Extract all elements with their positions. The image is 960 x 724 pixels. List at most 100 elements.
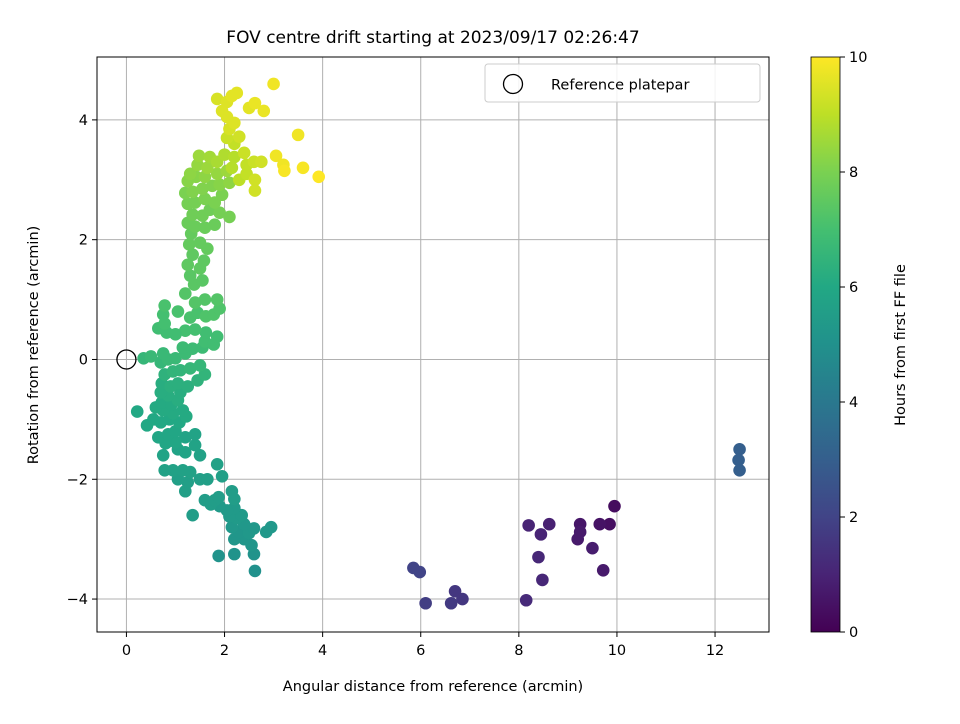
scatter-points — [130, 77, 746, 610]
scatter-point — [212, 490, 225, 504]
scatter-point — [225, 161, 239, 175]
scatter-point — [223, 176, 236, 190]
scatter-point — [248, 184, 262, 197]
legend-marker-reference — [502, 73, 524, 95]
colorbar-label: Hours from first FF file — [893, 264, 909, 426]
colorbar-tick-label: 4 — [849, 395, 858, 411]
plot-frame — [96, 56, 770, 633]
scatter-point — [419, 596, 432, 610]
scatter-point — [196, 182, 209, 196]
scatter-point — [171, 377, 185, 390]
colorbar-tick-label: 10 — [849, 50, 867, 66]
scatter-point — [201, 161, 214, 175]
y-tick-label: 4 — [79, 113, 88, 129]
scatter-point — [603, 517, 616, 531]
scatter-point — [198, 221, 212, 235]
y-tick-label: −2 — [67, 472, 88, 488]
x-tick-label: 10 — [608, 643, 626, 659]
x-axis-label: Angular distance from reference (arcmin) — [283, 679, 583, 695]
scatter-point — [278, 164, 291, 178]
scatter-point — [158, 463, 171, 477]
scatter-point — [312, 170, 326, 184]
y-axis-label: Rotation from reference (arcmin) — [26, 226, 42, 465]
scatter-point — [176, 341, 190, 354]
scatter-point — [198, 493, 212, 507]
scatter-point — [608, 499, 621, 513]
scatter-point — [248, 173, 262, 187]
scatter-point — [733, 443, 746, 456]
scatter-point — [228, 150, 241, 164]
scatter-point — [188, 196, 202, 209]
scatter-point — [536, 573, 549, 587]
scatter-point — [210, 92, 224, 106]
y-tick-label: −4 — [67, 592, 88, 608]
scatter-point — [444, 596, 458, 610]
scatter-point — [213, 178, 226, 191]
scatter-point — [192, 149, 206, 163]
x-tick-label: 4 — [318, 643, 327, 659]
scatter-point — [193, 359, 207, 372]
scatter-point — [213, 206, 226, 220]
x-tick-label: 0 — [122, 643, 131, 659]
scatter-point — [248, 96, 262, 110]
scatter-point — [158, 299, 171, 312]
scatter-point — [183, 167, 197, 181]
scatter-point — [183, 362, 197, 375]
scatter-point — [522, 519, 535, 532]
colorbar-tick-label: 0 — [849, 625, 858, 641]
scatter-point — [257, 104, 271, 118]
scatter-point — [407, 561, 420, 575]
colorbar-tick-label: 6 — [849, 280, 858, 296]
scatter-point — [186, 508, 199, 522]
reference-marker — [116, 349, 137, 370]
x-axis-ticks: 0 2 4 6 8 10 12 — [122, 632, 724, 659]
scatter-point — [182, 238, 196, 251]
y-tick-label: 2 — [79, 233, 88, 249]
scatter-point — [178, 324, 192, 338]
scatter-point — [586, 541, 599, 555]
scatter-point — [144, 350, 158, 363]
scatter-point — [225, 484, 239, 498]
scatter-point — [198, 192, 212, 206]
x-tick-label: 2 — [220, 643, 229, 659]
scatter-point — [269, 149, 283, 163]
scatter-point — [193, 449, 207, 462]
colorbar: 0 2 4 6 8 10 Hours from first FF file — [810, 50, 909, 641]
scatter-point — [571, 532, 585, 546]
y-axis-ticks: −4 −2 0 2 4 — [67, 113, 97, 608]
scatter-point — [267, 77, 280, 91]
scatter-point — [186, 342, 199, 355]
scatter-point — [196, 274, 209, 287]
scatter-point — [210, 293, 224, 306]
scatter-point — [188, 438, 202, 452]
scatter-point — [178, 287, 192, 300]
scatter-point — [732, 453, 745, 467]
scatter-point — [199, 326, 213, 339]
scatter-point — [593, 517, 607, 531]
y-tick-label: 0 — [79, 352, 88, 368]
scatter-point — [183, 269, 197, 282]
scatter-point — [201, 472, 214, 486]
colorbar-ticks: 0 2 4 6 8 10 — [840, 50, 867, 641]
scatter-point — [542, 517, 556, 531]
scatter-point — [218, 148, 231, 161]
scatter-point — [188, 428, 202, 441]
legend-label-reference: Reference platepar — [551, 78, 689, 94]
scatter-point — [156, 347, 170, 360]
scatter-point — [215, 188, 229, 202]
scatter-point — [171, 305, 185, 318]
x-tick-label: 12 — [706, 643, 724, 659]
scatter-point — [247, 522, 261, 535]
scatter-point — [156, 449, 170, 462]
scatter-point — [176, 463, 190, 477]
scatter-point — [210, 330, 224, 344]
scatter-point — [186, 185, 199, 199]
scatter-point — [181, 475, 195, 489]
scatter-point — [534, 528, 548, 541]
scatter-point — [197, 254, 211, 267]
legend: Reference platepar — [484, 63, 761, 103]
scatter-point — [210, 167, 224, 181]
scatter-point — [188, 323, 202, 336]
